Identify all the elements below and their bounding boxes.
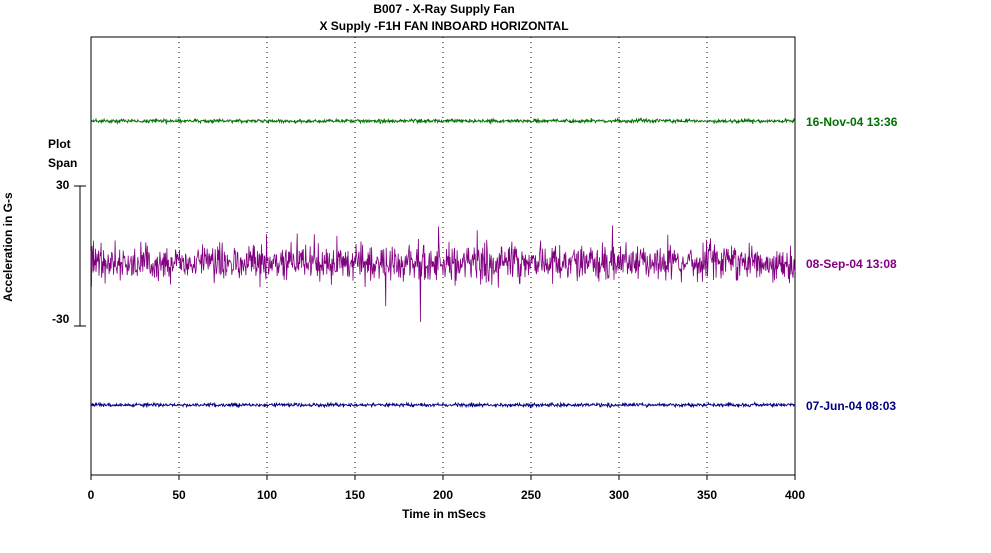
x-tick-label: 100: [257, 488, 277, 502]
series-line: [90, 225, 796, 323]
plot-span-label-2: Span: [48, 156, 78, 170]
series-label: 16-Nov-04 13:36: [806, 115, 898, 129]
x-tick-label: 150: [345, 488, 365, 502]
x-tick-label: 300: [609, 488, 629, 502]
series-line: [90, 117, 796, 126]
plot-span-label-1: Plot: [48, 137, 71, 151]
x-tick-label: 400: [785, 488, 805, 502]
series-label: 07-Jun-04 08:03: [806, 399, 896, 413]
series-label: 08-Sep-04 13:08: [806, 257, 897, 271]
x-tick-label: 250: [521, 488, 541, 502]
x-tick-label: 200: [433, 488, 453, 502]
x-tick-label: 350: [697, 488, 717, 502]
x-tick-label: 0: [88, 488, 95, 502]
x-tick-label: 50: [172, 488, 186, 502]
x-axis-label: Time in mSecs: [402, 507, 486, 521]
chart-title: B007 - X-Ray Supply Fan: [373, 2, 515, 16]
plot-span-tick-max: 30: [56, 178, 70, 192]
plot-span-tick-min: -30: [52, 312, 70, 326]
series-line: [90, 400, 796, 409]
chart-subtitle: X Supply -F1H FAN INBOARD HORIZONTAL: [319, 19, 569, 33]
